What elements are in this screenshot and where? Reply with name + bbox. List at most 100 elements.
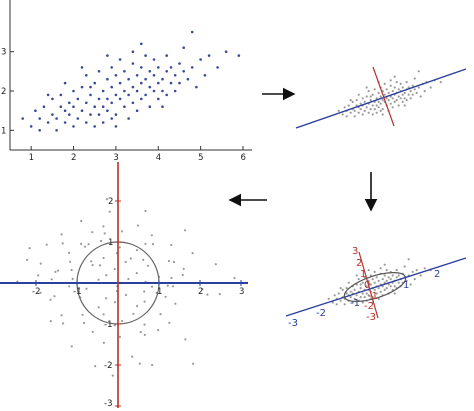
panel-b-point [365, 106, 368, 109]
panel-d-point [61, 242, 64, 245]
panel-d-point [99, 239, 103, 243]
panel-b-point [375, 97, 378, 100]
panel-d-point [172, 260, 175, 264]
panel-d-point [146, 264, 149, 267]
panel-d-point [118, 246, 121, 249]
panel-a-point [51, 97, 54, 101]
panel-c-point [347, 281, 350, 284]
panel-a-point [118, 97, 122, 101]
panel-d-point [167, 259, 170, 263]
panel-d-point [67, 251, 71, 254]
panel-c-point [389, 285, 392, 288]
panel-b-point [397, 95, 400, 98]
panel-b-point [377, 106, 380, 109]
panel-b-point [405, 81, 408, 84]
panel-d-point [84, 245, 87, 248]
panel-d-point [143, 323, 146, 326]
panel-c-point [379, 267, 382, 270]
panel-b-point [363, 100, 366, 103]
panel-b-point [417, 70, 420, 73]
panel-a-y-ticks: 1 2 3 [1, 48, 14, 136]
panel-d-point [70, 268, 73, 272]
panel-d-point [98, 264, 102, 267]
panel-a-point [165, 93, 168, 97]
panel-d-point [71, 277, 74, 280]
panel-a-point [140, 81, 143, 85]
panel-d-point [105, 297, 108, 300]
panel-d-x-tick-3: 3 [239, 287, 244, 297]
panel-b-point [429, 86, 432, 89]
panel-b-point [359, 102, 362, 105]
panel-c-point [383, 274, 386, 277]
panel-a-point [76, 97, 80, 101]
panel-a-point [173, 74, 177, 77]
panel-b-point [381, 99, 384, 102]
panel-d-point [151, 364, 154, 367]
panel-c-point [357, 278, 360, 281]
panel-b-point [377, 91, 380, 94]
panel-d-point [37, 274, 40, 277]
panel-b-principal-axes [295, 66, 467, 129]
panel-c-point [373, 281, 376, 284]
panel-d-point [69, 260, 72, 263]
panel-c-point [397, 281, 400, 284]
panel-b-point [359, 108, 362, 111]
panel-a-point [157, 81, 160, 85]
panel-b-point [365, 86, 368, 89]
panel-a-x-tick-label: 2 [71, 153, 76, 163]
panel-b-point [369, 99, 372, 102]
panel-a-point [63, 121, 67, 124]
panel-d-x-tick-2: 2 [198, 287, 203, 297]
panel-a-point [123, 89, 126, 93]
panel-c-point [379, 290, 382, 293]
panel-a-point [110, 101, 113, 105]
panel-b-point [393, 86, 396, 89]
panel-c-point [359, 296, 362, 299]
panel-b-point [351, 100, 354, 103]
panel-d-ticks [35, 200, 242, 407]
panel-a-y-tick-label: 3 [1, 48, 6, 58]
panel-a-point [207, 54, 211, 57]
panel-a-point [72, 125, 75, 128]
panel-d-point [150, 234, 153, 237]
panel-a-x-tick-label: 3 [113, 153, 118, 163]
panel-d-point [184, 338, 187, 341]
panel-d-point [157, 329, 160, 332]
panel-b-point [411, 93, 414, 96]
panel-c-point [361, 301, 364, 304]
panel-a-point [169, 81, 173, 85]
panel-c-point [345, 292, 348, 295]
panel-d-point [121, 319, 124, 323]
panel-d-y-tick-1: 1 [108, 238, 113, 248]
panel-d-point [183, 229, 187, 232]
panel-a-point [89, 93, 92, 97]
panel-c-point [331, 301, 334, 304]
panel-b-point [397, 104, 400, 107]
panel-d-point [83, 321, 86, 325]
panel-b-point [371, 113, 374, 116]
panel-d-point [81, 313, 84, 316]
panel-b-point [357, 111, 360, 114]
panel-c-point [377, 297, 380, 300]
panel-c-point [385, 279, 388, 282]
panel-b-point [391, 106, 394, 109]
panel-b-point [379, 95, 382, 98]
panel-d-point [62, 322, 65, 325]
panel-c-point [339, 299, 342, 302]
panel-c-point [403, 265, 406, 268]
panel-a-point [80, 109, 84, 112]
panel-b-point [381, 113, 384, 116]
panel-a-point [157, 66, 160, 69]
panel-c-point [391, 274, 394, 277]
panel-a-point [131, 101, 135, 105]
panel-a-point [114, 113, 118, 116]
panel-d-y-tick-neg2: -2 [104, 361, 112, 371]
panel-c-point [409, 283, 412, 286]
panel-a-point [165, 54, 168, 57]
panel-a-point [106, 97, 109, 101]
panel-c-point [343, 303, 346, 306]
panel-c-point [367, 279, 370, 282]
panel-c-red-tick-2: 2 [356, 258, 362, 269]
panel-a-point [97, 70, 101, 73]
panel-c-points [327, 258, 432, 306]
